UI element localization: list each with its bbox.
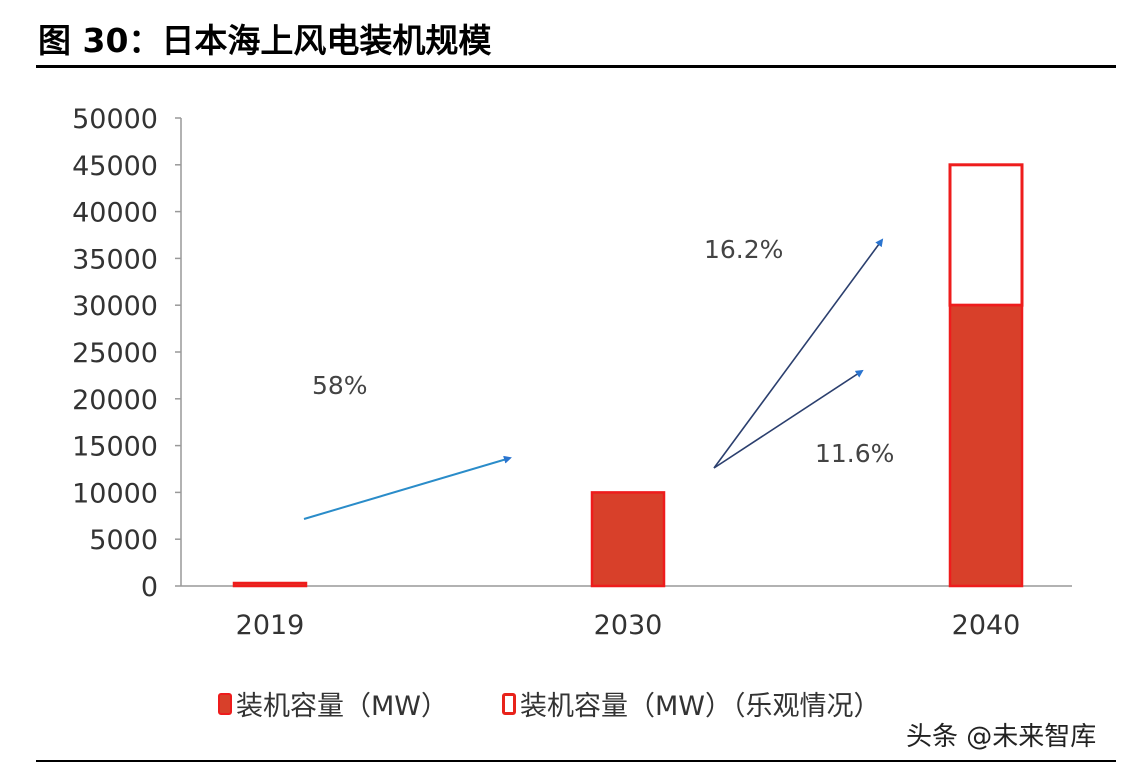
bar-base: [948, 303, 1024, 588]
y-tick-label: 0: [141, 572, 158, 603]
axis-layer: 0 5000 10000 15000 20000 25000 30000 35000 40000…: [72, 104, 1072, 641]
y-tick-label: 40000: [72, 198, 158, 229]
y-tick-label: 20000: [72, 385, 158, 416]
y-tick-label: 5000: [89, 525, 158, 556]
chart-legend: 装机容量（MW） 装机容量（MW）（乐观情况）: [218, 684, 935, 723]
label-layer: 58% 16.2% 11.6%: [312, 235, 894, 468]
bottom-rule: [36, 760, 1116, 762]
y-tick-label: 50000: [72, 104, 158, 135]
bar-optimistic: [948, 163, 1024, 307]
y-tick-label: 15000: [72, 432, 158, 463]
growth-arrow-optimistic: [713, 238, 884, 469]
annotation-label: 58%: [312, 371, 368, 400]
legend-swatch-outline: [502, 692, 516, 715]
growth-arrow-2019-2030: [303, 455, 512, 520]
legend-item-optimistic: 装机容量（MW）（乐观情况）: [502, 684, 881, 723]
bar-layer: [232, 163, 1024, 588]
y-tick-label: 30000: [72, 291, 158, 322]
y-tick-label: 10000: [72, 478, 158, 509]
annotation-label: 11.6%: [815, 439, 894, 468]
annotation-label: 16.2%: [704, 235, 783, 264]
legend-label: 装机容量（MW）（乐观情况）: [520, 691, 881, 722]
bar-base: [590, 491, 666, 588]
legend-label: 装机容量（MW）: [236, 691, 448, 722]
figure-title: 图 30：日本海上风电装机规模: [38, 21, 492, 60]
x-tick-label: 2040: [952, 610, 1021, 641]
bar-base: [232, 581, 308, 588]
watermark-text: 头条 @未来智库: [906, 722, 1097, 752]
x-tick-label: 2019: [236, 610, 305, 641]
title-rule: [36, 65, 1116, 68]
y-tick-label: 25000: [72, 338, 158, 369]
legend-item-base: 装机容量（MW）: [218, 684, 448, 723]
y-tick-label: 35000: [72, 244, 158, 275]
legend-swatch-solid: [218, 692, 232, 715]
y-tick-label: 45000: [72, 151, 158, 182]
growth-arrows: [303, 238, 884, 520]
growth-arrow-base: [713, 369, 864, 469]
x-tick-label: 2030: [594, 610, 663, 641]
